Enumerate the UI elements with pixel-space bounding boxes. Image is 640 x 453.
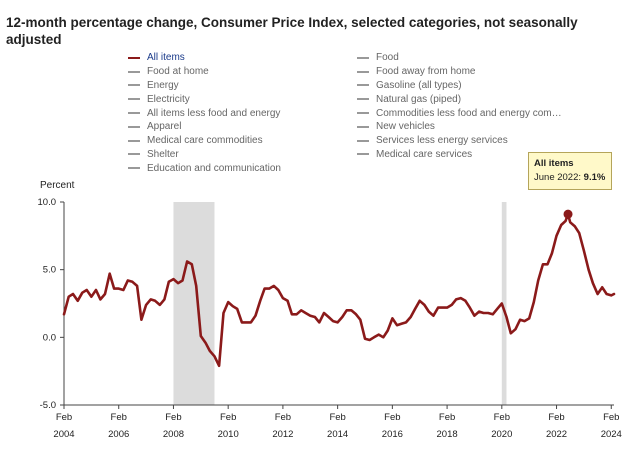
legend-item[interactable]: Gasoline (all types) <box>357 79 597 93</box>
legend-label: Apparel <box>147 121 182 133</box>
x-tick-year: 2008 <box>163 429 184 440</box>
axes <box>60 201 614 409</box>
x-tick-year: 2012 <box>272 429 293 440</box>
legend-label: Medical care services <box>376 148 473 160</box>
legend-swatch <box>128 139 140 142</box>
legend-item[interactable]: Food away from home <box>357 65 597 79</box>
legend-item[interactable]: Electricity <box>128 92 357 106</box>
tooltip-value: 9.1% <box>583 172 606 183</box>
series <box>62 209 616 368</box>
legend-label: Shelter <box>147 148 179 160</box>
recession-band <box>173 202 215 405</box>
y-axis-label: Percent <box>40 180 75 191</box>
x-tick-year: 2010 <box>218 429 239 440</box>
legend-label: Services less energy services <box>376 135 508 147</box>
legend-label: Commodities less food and energy com… <box>376 107 562 119</box>
legend-swatch <box>128 84 140 87</box>
x-tick-year: 2022 <box>546 429 567 440</box>
x-tick-month: Feb <box>494 412 510 423</box>
legend-swatch <box>357 125 369 128</box>
x-tick-year: 2004 <box>53 429 74 440</box>
legend-item[interactable]: Natural gas (piped) <box>357 92 597 106</box>
tooltip-label: June 2022: <box>534 172 584 183</box>
legend-item[interactable]: Food <box>357 51 597 65</box>
x-tick-month: Feb <box>56 412 72 423</box>
x-tick-month: Feb <box>329 412 345 423</box>
tick-labels: 10.05.00.0-5.0Feb2004Feb2006Feb2008Feb20… <box>38 197 622 440</box>
legend-swatch <box>128 125 140 128</box>
legend-swatch <box>128 112 140 115</box>
legend-swatch <box>357 153 369 156</box>
legend-swatch <box>357 70 369 73</box>
tooltip-title: All items <box>534 158 574 169</box>
legend-swatch <box>128 70 140 73</box>
x-tick-month: Feb <box>111 412 127 423</box>
y-tick-label: 10.0 <box>38 197 57 208</box>
x-tick-month: Feb <box>165 412 181 423</box>
recession-bands <box>173 202 507 405</box>
chart-title: 12-month percentage change, Consumer Pri… <box>6 15 578 47</box>
tooltip: All items June 2022: 9.1% <box>528 152 612 190</box>
legend-item[interactable]: All items <box>128 51 357 65</box>
legend-label: All items <box>147 52 185 64</box>
x-tick-year: 2006 <box>108 429 129 440</box>
legend-item[interactable]: Food at home <box>128 65 357 79</box>
legend-item[interactable]: All items less food and energy <box>128 106 357 120</box>
legend-swatch <box>128 56 140 59</box>
highlight-point[interactable] <box>563 209 573 219</box>
legend-swatch <box>128 167 140 170</box>
x-tick-month: Feb <box>603 412 619 423</box>
x-tick-year: 2024 <box>601 429 622 440</box>
legend-swatch <box>357 98 369 101</box>
tooltip-body: June 2022: 9.1% <box>534 171 606 185</box>
legend-item[interactable]: Medical care services <box>357 148 597 162</box>
legend-item[interactable]: Medical care commodities <box>128 134 357 148</box>
legend-item[interactable]: Energy <box>128 79 357 93</box>
x-tick-month: Feb <box>275 412 291 423</box>
y-tick-label: 5.0 <box>43 265 56 276</box>
legend-swatch <box>357 84 369 87</box>
legend-label: Gasoline (all types) <box>376 79 462 91</box>
legend-swatch <box>128 98 140 101</box>
legend-swatch <box>357 112 369 115</box>
x-tick-year: 2020 <box>491 429 512 440</box>
x-tick-year: 2018 <box>437 429 458 440</box>
legend-label: New vehicles <box>376 121 435 133</box>
x-tick-month: Feb <box>439 412 455 423</box>
legend-label: Energy <box>147 79 179 91</box>
legend-label: All items less food and energy <box>147 107 281 119</box>
x-tick-year: 2016 <box>382 429 403 440</box>
x-tick-month: Feb <box>220 412 236 423</box>
legend: All items Food Food at home Food away from … <box>128 51 597 175</box>
legend-item[interactable]: Shelter <box>128 148 357 162</box>
legend-swatch <box>357 56 369 59</box>
y-tick-label: -5.0 <box>40 400 56 411</box>
legend-item[interactable]: Apparel <box>128 120 357 134</box>
legend-label: Medical care commodities <box>147 135 263 147</box>
x-tick-month: Feb <box>548 412 564 423</box>
legend-item[interactable]: Services less energy services <box>357 134 597 148</box>
legend-item[interactable]: New vehicles <box>357 120 597 134</box>
series-line-all-items[interactable] <box>62 212 616 368</box>
x-tick-month: Feb <box>384 412 400 423</box>
legend-item[interactable]: Commodities less food and energy com… <box>357 106 597 120</box>
legend-swatch <box>128 153 140 156</box>
legend-label: Natural gas (piped) <box>376 93 462 105</box>
legend-label: Food away from home <box>376 66 476 78</box>
recession-band <box>501 202 507 405</box>
legend-label: Food at home <box>147 66 209 78</box>
y-tick-label: 0.0 <box>43 332 56 343</box>
legend-label: Education and communication <box>147 162 281 174</box>
legend-label: Electricity <box>147 93 190 105</box>
legend-item[interactable]: Education and communication <box>128 161 357 175</box>
legend-swatch <box>357 139 369 142</box>
legend-label: Food <box>376 52 399 64</box>
x-tick-year: 2014 <box>327 429 348 440</box>
